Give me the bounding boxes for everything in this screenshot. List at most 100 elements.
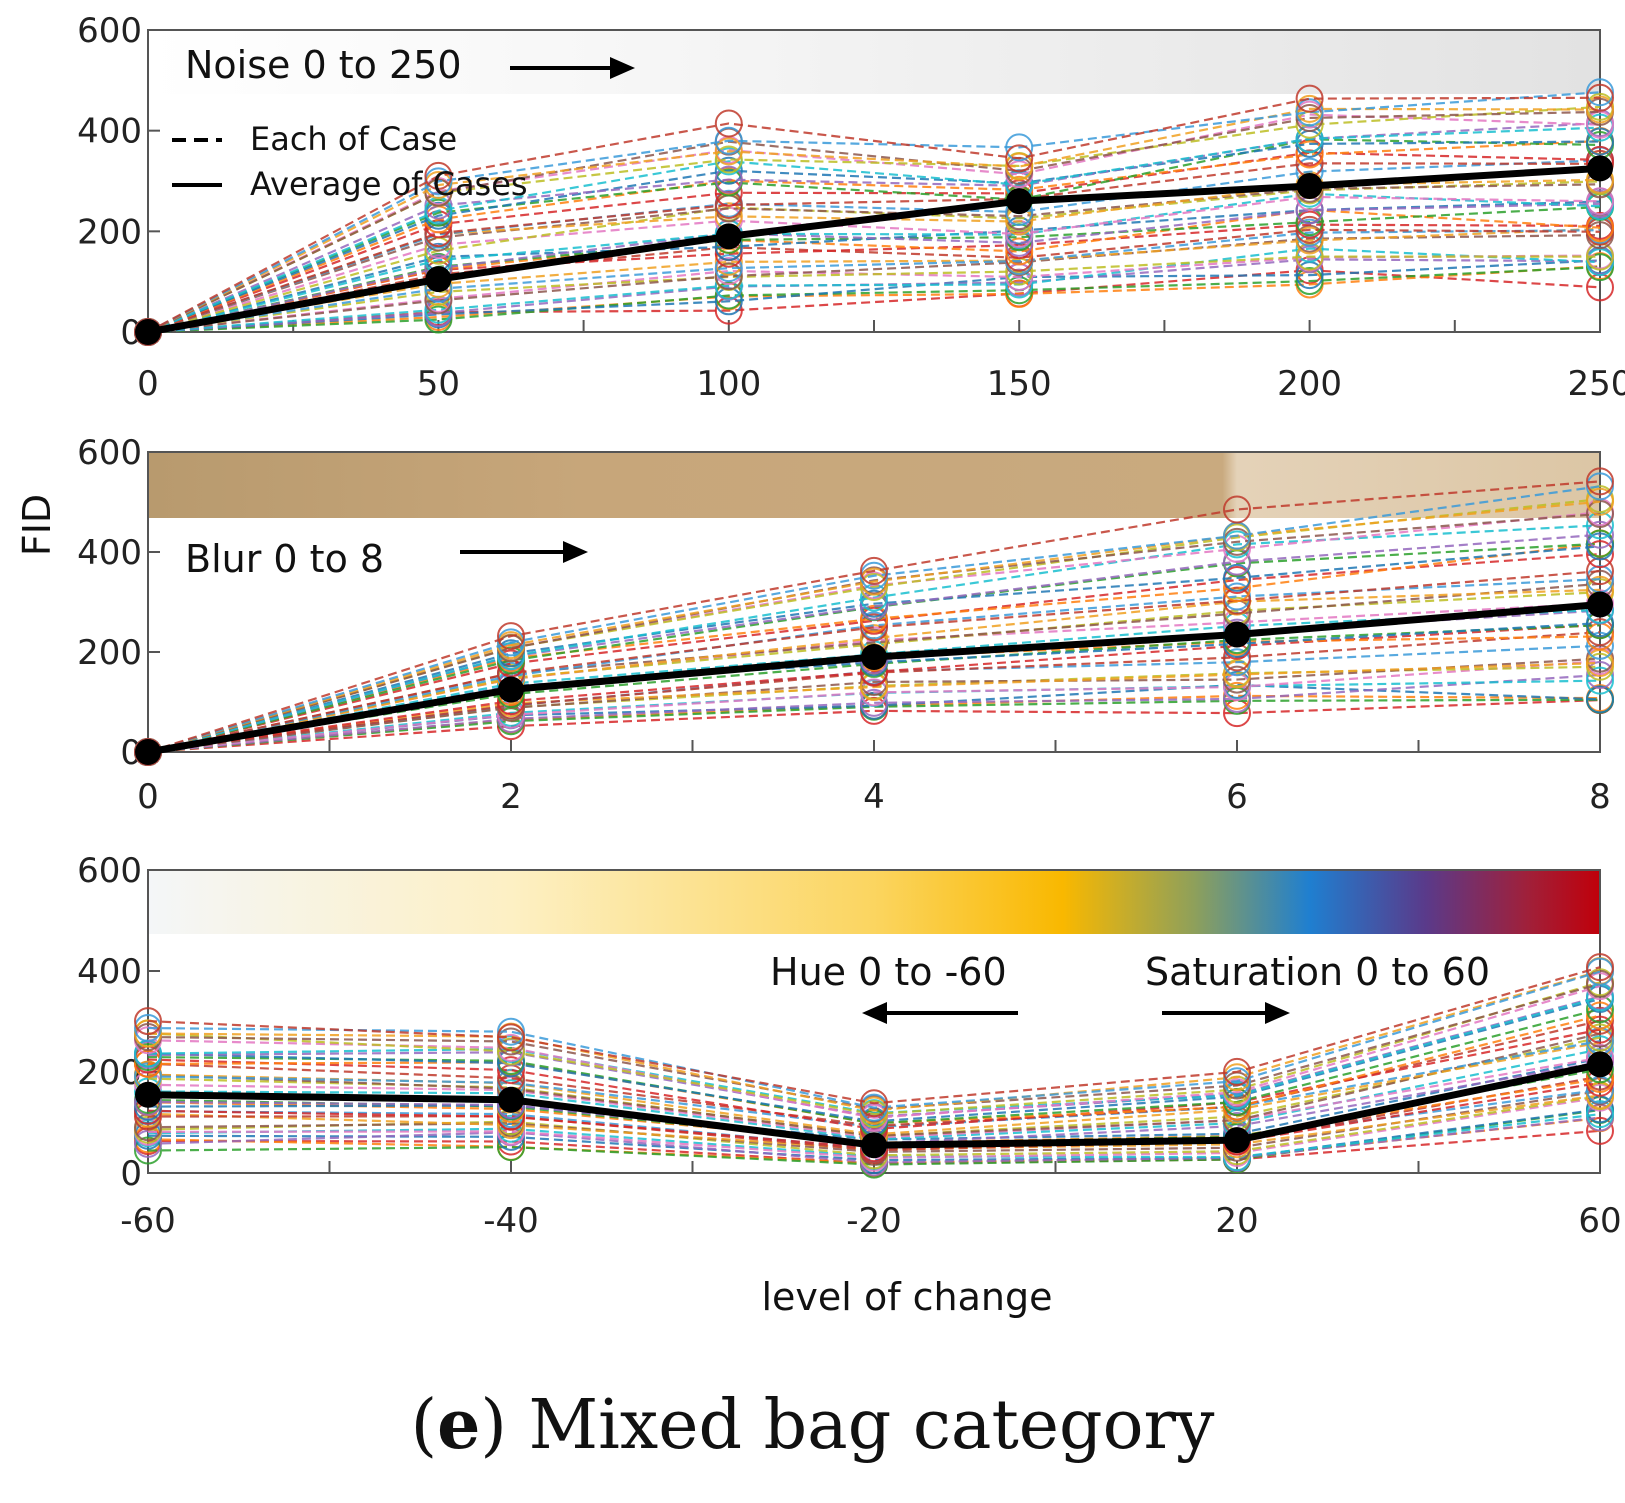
average-point: [1006, 188, 1033, 215]
case-point: [424, 167, 453, 196]
average-point: [1224, 1127, 1250, 1154]
case-line: [147, 223, 1601, 334]
case-point: [860, 556, 888, 585]
case-line: [147, 1129, 1601, 1165]
case-point: [860, 573, 888, 602]
case-line: [147, 162, 1601, 334]
case-line: [147, 698, 1601, 754]
case-point: [860, 613, 888, 642]
case-point: [714, 145, 743, 174]
average-point: [135, 1081, 161, 1108]
case-point: [424, 161, 453, 190]
x-axis-label: level of change: [762, 1275, 1053, 1319]
case-line: [147, 969, 1601, 1112]
case-point: [1223, 1067, 1251, 1096]
case-line: [147, 195, 1601, 334]
case-point: [1586, 685, 1614, 714]
case-line: [147, 511, 1601, 754]
case-line: [147, 227, 1601, 334]
case-point: [1005, 144, 1034, 173]
blur-image-strip: [148, 452, 1600, 518]
case-point: [497, 1017, 525, 1046]
hue-arrow: [862, 1002, 1018, 1024]
average-point: [498, 1086, 524, 1113]
average-point: [135, 319, 161, 345]
case-line: [147, 151, 1601, 334]
y-tick-label: 400: [77, 952, 142, 992]
case-point: [714, 156, 743, 185]
case-line: [147, 1096, 1601, 1159]
case-point: [1586, 969, 1614, 998]
case-line: [147, 1113, 1601, 1159]
y-tick-label: 200: [77, 1053, 142, 1093]
noise-image-strip: [148, 30, 1600, 94]
case-line: [147, 982, 1601, 1111]
case-point: [714, 109, 743, 138]
case-line: [147, 661, 1601, 754]
x-tick-label: 2: [500, 777, 522, 817]
saturation-annotation: Saturation 0 to 60: [1145, 950, 1490, 994]
case-point: [860, 1089, 888, 1118]
case-line: [147, 110, 1601, 333]
y-tick-label: 0: [120, 313, 142, 353]
average-point: [861, 644, 887, 670]
x-tick-label: 50: [417, 364, 460, 404]
average-point: [715, 223, 742, 250]
case-point: [860, 604, 888, 633]
case-line: [147, 229, 1601, 334]
case-line: [147, 91, 1601, 333]
case-line: [147, 208, 1601, 334]
case-point: [1223, 563, 1251, 592]
case-point: [714, 254, 743, 283]
case-line: [147, 981, 1601, 1116]
average-point: [498, 676, 524, 703]
x-tick-label: 0: [137, 777, 159, 817]
x-tick-label: -60: [120, 1201, 176, 1241]
case-point: [497, 622, 525, 651]
case-point: [1586, 499, 1614, 528]
color-gradient-strip: [148, 870, 1600, 934]
case-point: [1295, 267, 1324, 296]
hue-annotation: Hue 0 to -60: [770, 950, 1007, 994]
case-line: [147, 500, 1601, 754]
case-line: [147, 1057, 1601, 1141]
case-point: [1223, 1057, 1251, 1086]
y-tick-label: 0: [120, 1154, 142, 1194]
x-tick-label: 250: [1568, 364, 1625, 404]
case-line: [147, 1088, 1601, 1151]
case-point: [1586, 467, 1614, 496]
y-tick-label: 0: [120, 733, 142, 773]
case-line: [147, 545, 1601, 754]
case-point: [1586, 1100, 1614, 1129]
case-point: [1005, 152, 1034, 181]
case-point: [1005, 133, 1034, 162]
case-line: [147, 202, 1601, 334]
case-line: [147, 259, 1601, 334]
case-line: [147, 1075, 1601, 1152]
case-point: [1586, 1116, 1614, 1145]
case-line: [147, 96, 1601, 333]
case-point: [1295, 226, 1324, 255]
case-point: [134, 1007, 162, 1036]
case-line: [147, 699, 1601, 754]
panel-color: 0 200 400 600 -60 -40 -20 20 60 Hue 0 to -60 Sat…: [77, 851, 1622, 1241]
case-point: [1586, 78, 1614, 107]
y-axis-label: FID: [15, 494, 59, 556]
case-point: [714, 137, 743, 166]
legend-dashed-label: Each of Case: [250, 120, 457, 158]
case-line: [147, 657, 1601, 754]
case-point: [497, 1056, 525, 1085]
case-point: [1295, 103, 1324, 132]
case-line: [147, 512, 1601, 754]
legend-solid-label: Average of Cases: [250, 165, 528, 203]
y-tick-label: 200: [77, 212, 142, 252]
average-point: [1224, 621, 1250, 648]
panel-blur: 0 200 400 600 0 2 4 6 8 Blur 0 to 8: [77, 433, 1614, 817]
average-point: [861, 1132, 887, 1159]
case-point: [714, 271, 743, 300]
average-point: [425, 266, 452, 293]
case-line: [147, 660, 1601, 754]
blur-arrow: [460, 541, 588, 563]
average-point: [135, 739, 161, 765]
